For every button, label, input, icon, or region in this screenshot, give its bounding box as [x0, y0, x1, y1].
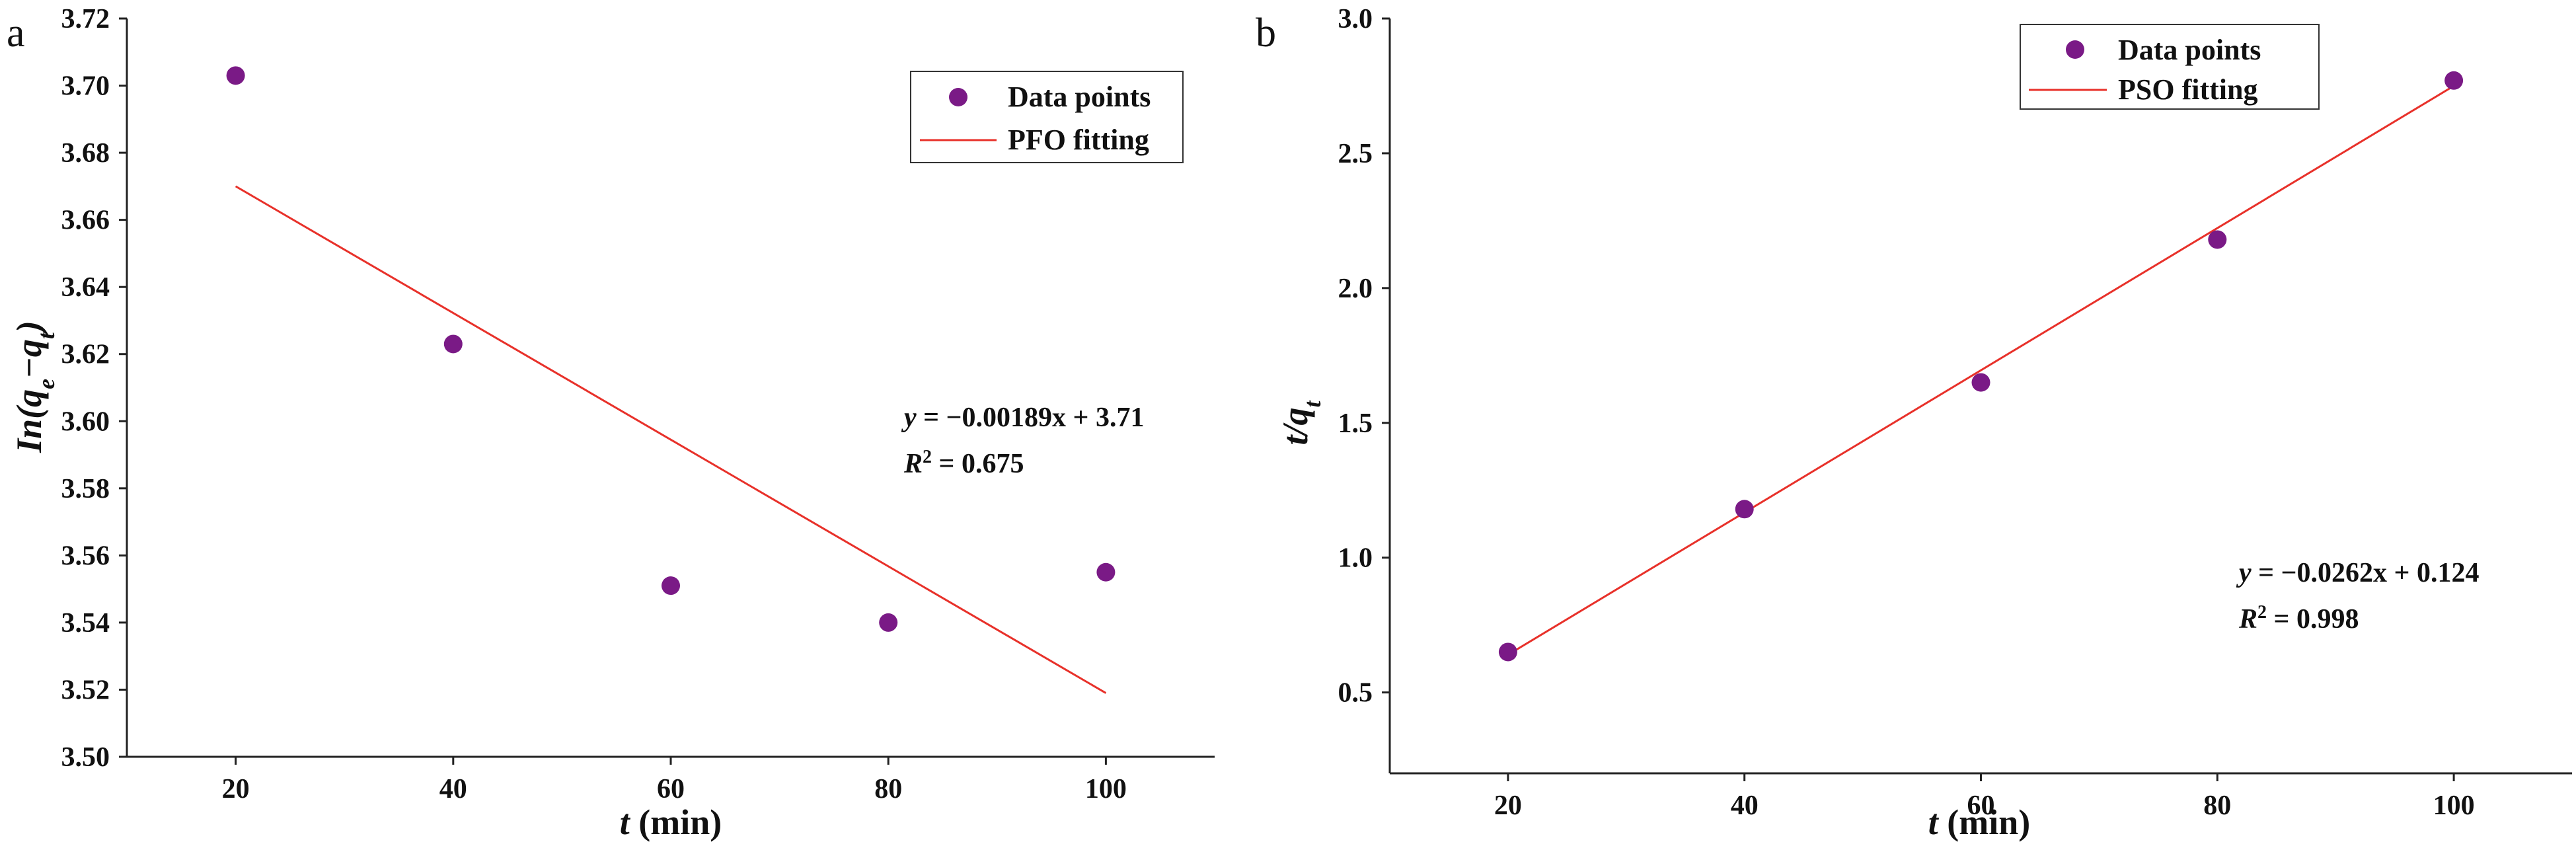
panel-a-legend-marker	[949, 88, 967, 106]
panel-a-y-ticks: 3.50 3.52 3.54 3.56 3.58 3.60 3.62 3.64 3.66 3.68…	[61, 4, 127, 773]
x-tick-label: 100	[1085, 774, 1127, 804]
panel-a-x-ticks: 20 40 60 80 100	[222, 757, 1127, 804]
y-tick-label: 1.0	[1338, 543, 1373, 574]
panel-a-legend-entry-points: Data points	[1008, 81, 1151, 113]
panel-a-y-post: )	[9, 321, 49, 336]
data-point	[1971, 373, 1990, 392]
y-tick-label: 3.70	[61, 71, 110, 102]
data-point	[879, 613, 898, 632]
y-tick-label: 3.56	[61, 541, 110, 571]
panel-a-equation-line2: R2 = 0.675	[903, 447, 1024, 480]
panel-a-data-points	[226, 66, 1116, 632]
panel-a-y-sub2: t	[33, 332, 59, 339]
y-tick-label: 3.60	[61, 406, 110, 437]
panel-b-legend: Data points PSO fitting	[2020, 24, 2320, 110]
panel-b-x-ticks: 20 40 60 80 100	[1494, 773, 2475, 821]
panel-b-legend-box	[2020, 24, 2320, 110]
panel-a-x-unit: (min)	[630, 802, 722, 842]
panel-a-y-axis-title: In(qe−qt)	[9, 321, 59, 453]
panel-a-chart: a 3.503.523.543.563.583.603.623.643.663.…	[7, 4, 1215, 842]
panel-b-equation-line2: R2 = 0.998	[2238, 602, 2359, 635]
panel-b-x-var: t	[1928, 802, 1940, 842]
panel-b-eq-y: y	[2236, 558, 2252, 588]
panel-a-eq-formula: = −0.00189x + 3.71	[917, 403, 1145, 433]
data-point	[2208, 230, 2227, 249]
x-tick-label: 100	[2433, 790, 2475, 821]
panel-a-x-var: t	[620, 802, 631, 842]
data-point	[226, 66, 245, 85]
panel-b-chart: b 0.5 1.0 1.5 2.0 2.5 3.0 20 40 60 80 100 t (min)…	[1256, 4, 2572, 842]
panel-b-legend-entry-fit: PSO fitting	[2118, 73, 2257, 106]
panel-b-eq-r2: = 0.998	[2267, 604, 2359, 635]
data-point	[2444, 71, 2464, 90]
panel-a-fit-line	[235, 185, 1107, 694]
panel-a-equation-line1: y = −0.00189x + 3.71	[901, 403, 1144, 433]
data-point	[1735, 500, 1754, 519]
panel-a-y-sub1: e	[33, 379, 59, 389]
x-tick-label: 40	[439, 774, 467, 804]
y-tick-label: 2.0	[1338, 274, 1373, 304]
y-tick-label: 3.58	[61, 474, 110, 504]
panel-b-equation-line1: y = −0.0262x + 0.124	[2236, 558, 2479, 588]
panel-b-legend-marker	[2066, 40, 2084, 59]
panel-b-x-axis-title: t (min)	[1928, 802, 2031, 842]
x-tick-label: 40	[1731, 790, 1759, 821]
y-tick-label: 3.72	[61, 4, 110, 34]
panel-a-y-mid: −q	[9, 339, 49, 379]
y-tick-label: 3.50	[61, 742, 110, 773]
panel-a-eq-y: y	[901, 403, 917, 433]
y-tick-label: 3.0	[1338, 4, 1373, 34]
panel-a-eq-sup: 2	[923, 447, 932, 467]
panel-a-label: a	[7, 11, 25, 56]
data-point	[1096, 562, 1116, 582]
panel-a-equation: y = −0.00189x + 3.71 R2 = 0.675	[901, 403, 1144, 479]
x-tick-label: 80	[2203, 790, 2231, 821]
y-tick-label: 3.52	[61, 675, 110, 705]
panel-b-eq-formula: = −0.0262x + 0.124	[2252, 558, 2480, 588]
panel-b-legend-entry-points: Data points	[2118, 34, 2261, 66]
x-tick-label: 20	[1494, 790, 1522, 821]
panel-a-eq-r: R	[903, 449, 923, 479]
y-tick-label: 0.5	[1338, 678, 1373, 709]
panel-b-y-ticks: 0.5 1.0 1.5 2.0 2.5 3.0	[1338, 4, 1390, 709]
x-tick-label: 20	[222, 774, 250, 804]
data-point	[662, 576, 680, 596]
panel-a-legend: Data points PFO fitting	[910, 71, 1184, 163]
panel-a-eq-r2: = 0.675	[932, 449, 1024, 479]
y-tick-label: 3.62	[61, 340, 110, 370]
panel-b-eq-sup: 2	[2257, 602, 2267, 623]
panel-b-data-points	[1498, 71, 2464, 662]
panel-b-y-axis-title: t/qt	[1275, 401, 1326, 445]
panel-b-fit-line	[1507, 85, 2454, 656]
y-tick-label: 2.5	[1338, 139, 1373, 169]
panel-a-legend-entry-fit: PFO fitting	[1008, 124, 1149, 156]
x-tick-label: 60	[657, 774, 685, 804]
y-tick-label: 3.66	[61, 206, 110, 236]
panel-b-y-pre: t/q	[1275, 408, 1315, 445]
x-tick-label: 60	[1967, 790, 1995, 821]
panel-b-eq-r: R	[2238, 604, 2257, 635]
panel-a-x-axis-title: t (min)	[620, 802, 722, 842]
panel-b-x-unit: (min)	[1938, 802, 2030, 842]
data-point	[443, 334, 463, 354]
y-tick-label: 3.54	[61, 608, 110, 638]
panel-b-equation: y = −0.0262x + 0.124 R2 = 0.998	[2236, 558, 2479, 635]
panel-b-label: b	[1256, 11, 1276, 56]
y-tick-label: 3.64	[61, 272, 110, 303]
panel-b-y-sub1: t	[1299, 401, 1326, 408]
y-tick-label: 3.68	[61, 138, 110, 169]
data-point	[1498, 642, 1517, 662]
panel-a-legend-box	[910, 71, 1184, 163]
panel-a-y-pre: In(q	[9, 389, 49, 453]
x-tick-label: 80	[874, 774, 902, 804]
y-tick-label: 1.5	[1338, 408, 1373, 439]
